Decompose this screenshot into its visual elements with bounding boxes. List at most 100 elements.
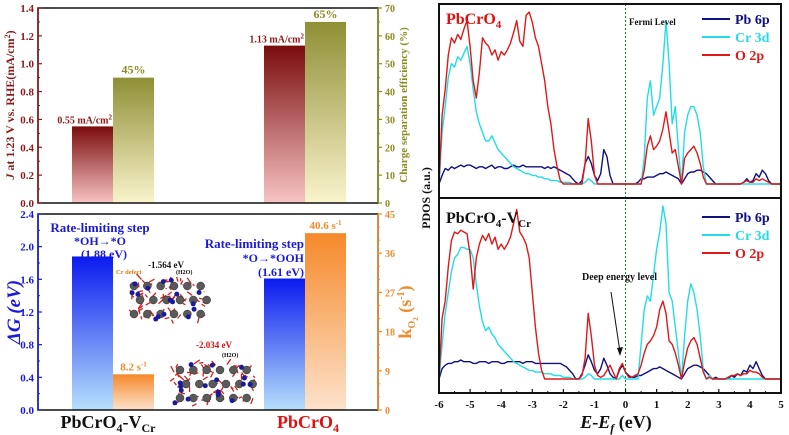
deep-energy-level-label: Deep energy level <box>582 272 657 283</box>
bond <box>202 376 208 381</box>
cr-atom <box>215 392 221 398</box>
y-tick-label-left: 1.4 <box>20 3 34 15</box>
structure-image-vcr <box>128 273 211 324</box>
bar-separation-efficiency <box>305 21 346 203</box>
x-axis-label: E-Ef (eV) <box>579 412 652 435</box>
bar-delta-g <box>264 278 305 410</box>
cr-atom <box>178 387 184 393</box>
bond <box>145 302 151 306</box>
bar-rate-constant <box>113 374 154 410</box>
free-energy-chart: 8.2 s-1 40.6 s-1 0.0 0.4 0.8 1.2 1.6 2.0 2.4 0 9 1… <box>4 209 420 435</box>
cr-atom <box>160 279 166 285</box>
pb-atom <box>229 365 238 375</box>
cr-atom <box>185 396 191 402</box>
bond <box>241 372 245 377</box>
bond <box>238 396 243 399</box>
cr-atom <box>214 377 220 383</box>
bond <box>201 303 206 308</box>
y-tick-label-left: 0.6 <box>20 114 34 126</box>
pb-atom <box>242 365 251 375</box>
cr-atom <box>145 285 151 291</box>
bond <box>180 392 186 395</box>
x-tick-label: 2 <box>685 399 691 411</box>
bond <box>168 286 172 291</box>
y-axis-label: PDOS (a.u.) <box>419 167 433 229</box>
x-tick-label: 4 <box>747 399 753 411</box>
y-tick-label-left: 0.4 <box>20 142 34 154</box>
pb-atom <box>202 295 211 305</box>
bond <box>164 316 170 320</box>
y-axis-label-left: ΔG (eV) <box>4 280 25 345</box>
rate-limiting-value-2: (1.61 eV) <box>258 265 304 279</box>
pdos-line-o-2p <box>438 11 781 185</box>
bond <box>148 278 155 283</box>
bond <box>167 291 173 296</box>
cr-atom <box>239 364 245 370</box>
y-tick-label-left: 2.0 <box>20 242 34 254</box>
bond <box>177 314 182 319</box>
bond <box>176 276 179 282</box>
y-tick-label-left: 1.2 <box>20 307 34 319</box>
y-tick-label-right: 30 <box>385 115 395 126</box>
y-tick-label-right: 50 <box>385 60 395 71</box>
bond <box>151 314 155 317</box>
water-label-2: (H2O) <box>222 352 238 359</box>
panel-title-vcr: PbCrO4-VCr <box>446 210 531 230</box>
rate-limiting-step-1: *OH→*O <box>74 234 126 248</box>
bond <box>192 283 195 287</box>
pb-atom <box>196 309 205 319</box>
y-tick-label-right: 36 <box>385 249 395 260</box>
bar-rate-constant <box>305 233 346 410</box>
cr-atom <box>241 375 247 381</box>
x-tick-label: -2 <box>559 399 569 411</box>
y-tick-label-left: 0.0 <box>20 405 34 417</box>
pb-atom <box>196 281 205 291</box>
pb-atom <box>202 365 211 375</box>
y-tick-label-right: 0 <box>385 199 390 210</box>
bond <box>139 305 144 309</box>
cr-defect-label: Cr defect <box>116 269 143 276</box>
pb-atom <box>175 295 185 305</box>
bond <box>250 397 254 405</box>
pb-atom <box>143 309 152 319</box>
pdos-line-cr-3d <box>438 205 781 380</box>
cr-atom <box>153 316 159 322</box>
cr-atom <box>168 277 174 283</box>
bond <box>193 372 199 376</box>
pb-atom <box>215 365 225 375</box>
bond <box>175 372 180 378</box>
pdos-line-pb-6p <box>438 148 781 185</box>
cr-atom <box>247 381 253 387</box>
bond <box>230 385 235 392</box>
bond <box>252 375 256 379</box>
rate-limiting-step-2: *O→*OOH <box>243 251 305 265</box>
cr-atom <box>202 383 208 389</box>
y-axis-label-right: kO2 (s-1) <box>395 285 420 338</box>
legend-label: Cr 3d <box>735 229 770 244</box>
pb-atom <box>208 379 217 389</box>
bond <box>169 377 175 382</box>
x-tick-label: -5 <box>466 399 476 411</box>
bond <box>196 317 200 324</box>
bond <box>234 385 239 391</box>
pb-atom <box>183 281 192 291</box>
legend-label: Cr 3d <box>735 31 770 46</box>
bond <box>199 361 204 364</box>
bond <box>137 282 140 288</box>
x-tick-label: 1 <box>654 399 660 411</box>
legend-label: O 2p <box>735 49 764 64</box>
data-label-photocurrent: 0.55 mA/cm2 <box>57 113 112 126</box>
pb-atom <box>129 309 139 319</box>
water-label-1: (H2O) <box>176 269 192 276</box>
pb-atom <box>181 379 191 389</box>
category-label-vcr: PbCrO4-VCr <box>61 412 157 435</box>
x-tick-label: 5 <box>778 399 784 411</box>
y-tick-label-right: 40 <box>385 88 395 99</box>
y-tick-label-right: 27 <box>385 288 395 299</box>
cr-atom <box>129 290 135 296</box>
pb-atom <box>221 379 231 389</box>
pb-atom <box>202 393 211 403</box>
photocurrent-chart: 0.55 mA/cm2 45% 1.13 mA/cm2 65% 0.0 0.2 0.4 0.… <box>3 3 410 210</box>
legend-label: Pb 6p <box>735 211 770 226</box>
